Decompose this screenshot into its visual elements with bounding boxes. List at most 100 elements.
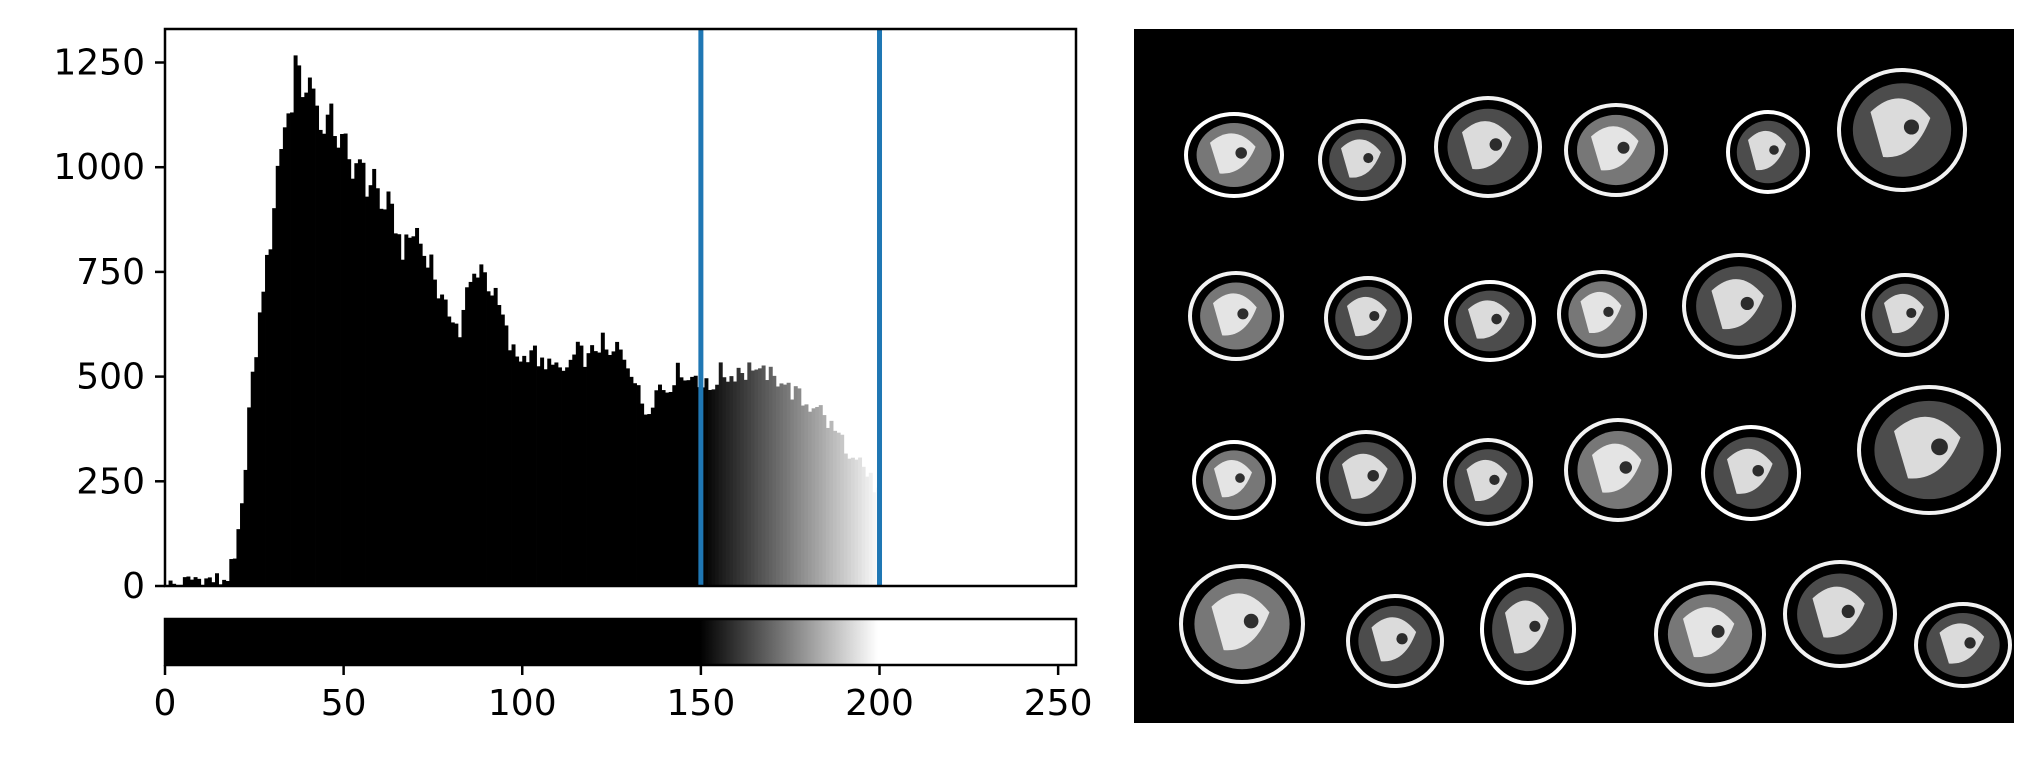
colorbar-frame	[163, 617, 1078, 667]
histogram-bars	[168, 55, 880, 586]
histogram-bar	[722, 377, 727, 586]
histogram-bar	[658, 384, 662, 586]
histogram-bar	[518, 361, 523, 586]
histogram-bar	[261, 291, 266, 586]
histogram-bar	[247, 407, 252, 586]
coin	[1316, 430, 1416, 526]
histogram-y-ticks: 0 250 500 750 1000 1250	[53, 43, 165, 607]
histogram-bar	[511, 344, 516, 586]
histogram-bar	[557, 367, 562, 586]
histogram-bar	[775, 386, 780, 586]
histogram-bar	[672, 385, 677, 586]
histogram-bar	[350, 178, 355, 586]
histogram-bar	[618, 349, 623, 586]
colorbar-dark-segment	[165, 619, 700, 665]
histogram-bar	[475, 277, 480, 586]
histogram-bar	[386, 191, 391, 586]
histogram-bar	[422, 255, 427, 586]
histogram-bar	[393, 233, 398, 586]
histogram-bar	[536, 366, 541, 586]
coin	[1564, 103, 1668, 197]
x-tick-label: 250	[1024, 683, 1093, 724]
histogram-bar	[268, 249, 273, 586]
histogram-bar	[429, 254, 434, 586]
histogram-bar	[229, 559, 234, 586]
histogram-bar	[382, 209, 387, 586]
coin	[1726, 110, 1810, 194]
histogram-bar	[608, 354, 612, 586]
histogram-axes: 0 250 500 750 1000 1250	[53, 27, 1078, 607]
histogram-bar	[586, 353, 591, 586]
histogram-bar	[772, 375, 777, 586]
histogram-bar	[336, 147, 341, 586]
histogram-bar	[436, 298, 441, 586]
histogram-bar	[704, 378, 709, 586]
colorbar-gradient-segment	[700, 619, 878, 665]
histogram-bar	[597, 352, 602, 586]
histogram-bar	[840, 434, 845, 586]
histogram-bar	[654, 390, 659, 586]
histogram-bar	[836, 432, 841, 586]
coin	[1318, 119, 1406, 201]
histogram-bar	[372, 168, 377, 586]
histogram-bar	[554, 362, 559, 586]
histogram-bar	[808, 411, 813, 586]
histogram-bar	[822, 415, 827, 586]
histogram-bar	[297, 65, 302, 586]
histogram-bar	[786, 382, 791, 586]
histogram-bar	[490, 295, 495, 586]
histogram-bar	[411, 236, 416, 586]
histogram-bar	[457, 337, 462, 586]
histogram-bar	[568, 359, 573, 586]
histogram-bar	[482, 272, 487, 586]
histogram-bar	[361, 162, 366, 586]
histogram-bar	[479, 264, 484, 586]
histogram-bar	[590, 345, 595, 586]
histogram-bar	[843, 453, 848, 586]
histogram-bar	[783, 384, 788, 586]
histogram-bar	[465, 287, 470, 586]
histogram-bar	[858, 457, 863, 586]
histogram-bar	[468, 281, 473, 586]
histogram-bar	[272, 208, 277, 586]
histogram-bar	[604, 349, 609, 586]
coin	[1179, 564, 1305, 684]
histogram-bar	[643, 414, 648, 586]
histogram-bar	[193, 577, 198, 586]
histogram-bar	[715, 384, 720, 586]
histogram-bar	[625, 368, 630, 586]
histogram-bar	[600, 332, 605, 586]
histogram-bar	[540, 357, 545, 586]
coin	[1434, 96, 1542, 198]
histogram-bar	[415, 227, 420, 586]
histogram-bar	[790, 399, 795, 586]
coin	[1701, 425, 1801, 521]
histogram-bar	[222, 579, 227, 586]
histogram-bar	[525, 362, 530, 586]
histogram-bar	[572, 354, 577, 586]
histogram-bar	[329, 103, 334, 586]
histogram-bar	[225, 581, 230, 586]
histogram-bar	[354, 163, 359, 586]
histogram-bar	[279, 149, 284, 586]
histogram-bar	[400, 259, 405, 586]
histogram-bar	[815, 406, 820, 586]
coin	[1346, 594, 1444, 688]
coin	[1184, 112, 1284, 198]
histogram-bar	[708, 389, 712, 586]
histogram-bar	[633, 383, 637, 586]
histogram-bar	[765, 380, 770, 586]
histogram-bar	[357, 159, 362, 586]
histogram-bar	[390, 203, 395, 586]
histogram-bar	[347, 159, 352, 586]
histogram-bar	[582, 366, 587, 586]
histogram-bar	[686, 380, 691, 586]
histogram-bar	[425, 267, 430, 586]
histogram-bar	[211, 582, 216, 586]
histogram-bar	[833, 430, 838, 586]
histogram-bar	[500, 314, 505, 586]
histogram-bar	[315, 105, 320, 586]
histogram-bar	[800, 405, 805, 586]
histogram-bar	[532, 345, 537, 586]
histogram-bar	[515, 356, 520, 586]
